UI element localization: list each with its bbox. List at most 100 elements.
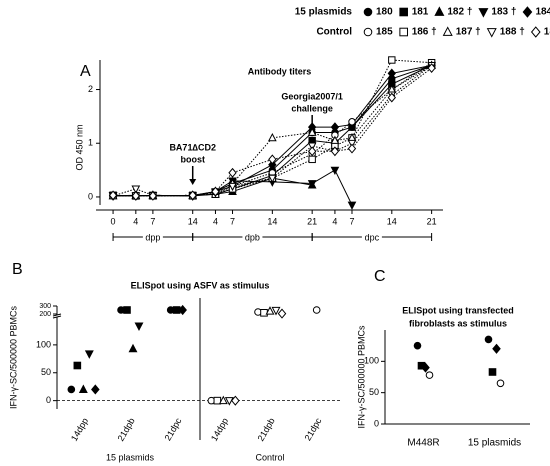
data-point — [78, 384, 88, 393]
data-point — [307, 180, 317, 189]
legend-label: 181 — [412, 7, 429, 18]
data-point — [131, 185, 141, 194]
x-tick-label: 7 — [230, 216, 235, 226]
data-point — [496, 379, 505, 388]
data-point — [312, 306, 321, 314]
y-axis-label: IFN-γ-SC/500000 PBMCs — [356, 325, 366, 429]
chart-title: fibroblasts as stimulus — [409, 318, 507, 328]
x-tick-label: 4 — [213, 216, 218, 226]
x-tick-label: 7 — [150, 216, 155, 226]
legend-label: 180 — [376, 7, 393, 18]
data-point — [67, 385, 76, 394]
legend-label: 182 † — [447, 7, 472, 18]
x-tick-label: 21dpc — [303, 416, 324, 443]
data-point — [421, 362, 430, 373]
legend-marker — [363, 7, 373, 17]
legend-marker — [434, 6, 445, 16]
legend-marker — [363, 27, 373, 37]
data-point — [277, 308, 287, 319]
data-point — [484, 335, 493, 344]
x-tick-label: 14dpp — [69, 416, 90, 443]
data-point — [330, 122, 340, 133]
phase-label: dpb — [245, 232, 260, 242]
y-tick-label: 300 — [39, 303, 51, 310]
legend-label: 183 † — [491, 7, 516, 18]
phase-label: dpp — [145, 232, 160, 242]
x-tick-label: 21dpc — [163, 416, 184, 443]
phase-label-bg — [242, 232, 263, 242]
y-tick-label: 200 — [39, 311, 51, 318]
data-point — [425, 371, 434, 379]
legend-label: 186 † — [412, 27, 437, 38]
group-label: Control — [255, 452, 284, 462]
data-point — [131, 190, 140, 201]
data-point — [427, 63, 436, 73]
data-point — [267, 132, 277, 142]
x-tick-label: 14 — [267, 216, 277, 226]
y-tick-label: 1 — [88, 138, 93, 148]
x-tick-label: M448R — [407, 438, 439, 449]
y-tick-label: 50 — [369, 387, 379, 397]
chart-title: Antibody titers — [248, 66, 312, 76]
y-tick-label: 2 — [88, 84, 93, 94]
legend-label: 185 — [376, 27, 393, 38]
legend-marker — [478, 8, 489, 18]
y-tick-label: 0 — [374, 418, 379, 428]
data-point — [108, 190, 118, 201]
data-point — [330, 146, 340, 157]
legend-marker — [530, 26, 541, 38]
y-tick-label: 0 — [88, 191, 93, 201]
x-tick-label: 21 — [307, 216, 317, 226]
panel-letter: C — [374, 268, 386, 285]
legend-label: 188 † — [500, 27, 525, 38]
annotation-arrowhead — [189, 179, 197, 185]
x-tick-label: 21 — [427, 216, 437, 226]
data-point — [308, 155, 316, 164]
data-point — [271, 306, 281, 316]
data-point — [347, 143, 357, 154]
legend-marker — [522, 6, 533, 18]
legend-group-label: 15 plasmids — [295, 7, 353, 18]
data-point — [134, 322, 144, 331]
y-axis-label: OD 450 nm — [74, 124, 84, 170]
data-point — [211, 186, 220, 197]
legend-marker — [399, 27, 408, 37]
data-point — [413, 341, 422, 350]
x-tick-label: 4 — [332, 216, 337, 226]
chart-title: ELISpot using ASFV as stimulus — [131, 280, 270, 290]
data-point — [348, 118, 356, 126]
data-point — [307, 146, 317, 157]
y-tick-label: 100 — [364, 356, 379, 366]
data-point — [188, 190, 197, 201]
x-tick-label: 7 — [349, 216, 354, 226]
x-tick-label: 21dpb — [256, 416, 277, 443]
data-point — [307, 127, 317, 136]
data-point — [492, 343, 501, 354]
data-point — [213, 396, 222, 405]
legend-marker — [486, 28, 497, 38]
data-point — [84, 350, 94, 359]
annotation-text: challenge — [291, 103, 333, 113]
x-tick-label: 0 — [111, 216, 116, 226]
data-point — [228, 182, 237, 192]
panel-letter: B — [12, 261, 23, 278]
panel-letter: A — [80, 63, 91, 80]
annotation-text: BA71∆CD2 — [169, 142, 216, 152]
data-point — [91, 384, 100, 395]
x-tick-label: 15 plasmids — [468, 438, 521, 449]
annotation-text: boost — [180, 154, 205, 164]
group-label: 15 plasmids — [106, 452, 155, 462]
data-point — [123, 306, 131, 314]
legend-label: 189 † — [544, 27, 550, 38]
data-point — [387, 92, 396, 103]
data-point — [260, 309, 268, 317]
data-point — [224, 397, 234, 406]
data-point — [228, 167, 237, 178]
y-tick-label: 50 — [41, 367, 51, 377]
data-point — [73, 361, 82, 370]
data-point — [267, 174, 277, 184]
x-tick-label: 14 — [188, 216, 198, 226]
phase-label-bg — [361, 232, 382, 242]
data-point — [231, 395, 240, 406]
